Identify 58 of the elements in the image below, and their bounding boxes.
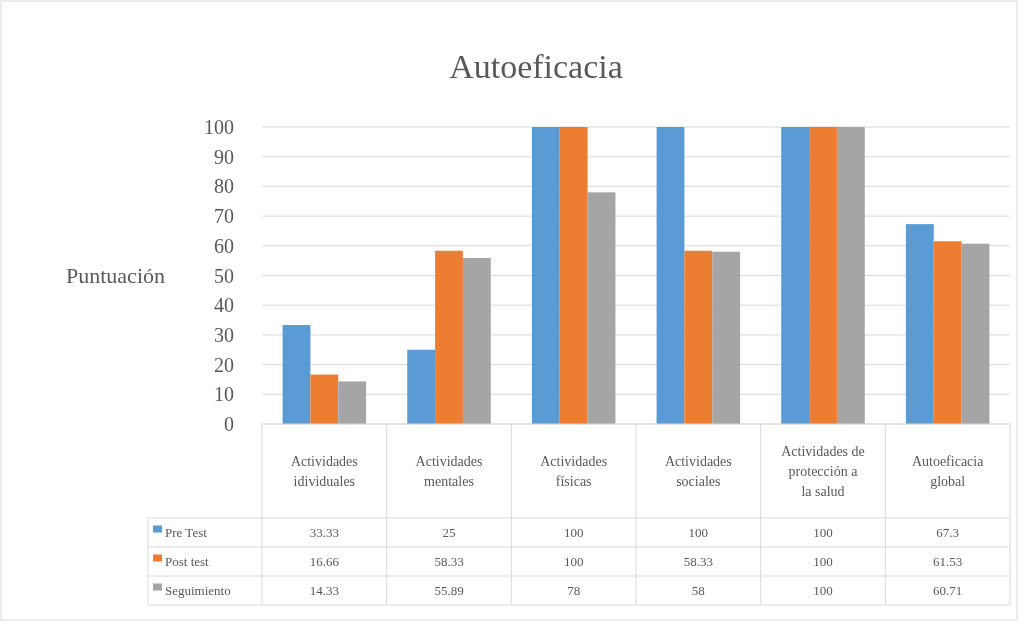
x-tick-label: Actividades idividuales [290, 453, 358, 489]
x-tick-label: Actividades de protección a la salud [781, 443, 865, 499]
legend-label: Seguimiento [165, 583, 231, 599]
legend-label: Post test [165, 554, 210, 570]
y-tick-label: 40 [214, 294, 234, 317]
bar [338, 381, 367, 424]
y-tick-label: 90 [214, 145, 234, 168]
bar [684, 250, 713, 424]
bar [809, 127, 837, 424]
data-label: 100 [688, 525, 709, 541]
data-label: 61.53 [933, 554, 963, 570]
y-tick-label: 80 [214, 175, 234, 198]
y-tick-label: 60 [214, 234, 234, 257]
data-label: 60.71 [933, 583, 963, 599]
data-label: 14.33 [309, 583, 339, 599]
data-label: 67.3 [936, 525, 960, 541]
bar [282, 325, 311, 424]
x-tick-label: Autoeficacia global [911, 453, 985, 489]
data-label: 58.33 [434, 554, 464, 570]
y-tick-label: 20 [214, 353, 234, 376]
chart-title: Autoeficacia [449, 48, 623, 85]
bar [559, 127, 588, 424]
data-label: 58.33 [683, 554, 713, 570]
bar [933, 241, 962, 424]
bar [587, 192, 616, 424]
bar [656, 127, 685, 424]
data-label: 100 [563, 554, 584, 570]
data-label: 100 [813, 554, 833, 570]
bar [712, 251, 741, 424]
data-label: 33.33 [309, 525, 339, 541]
y-tick-label: 100 [204, 116, 234, 138]
bar [310, 374, 339, 424]
bar [836, 127, 865, 424]
x-tick-label: Actividades mentales [415, 453, 483, 489]
data-label: 100 [813, 583, 833, 599]
x-tick-label: Actividades sociales [664, 453, 732, 489]
x-tick-label: Actividades físicas [540, 453, 608, 489]
y-tick-label: 30 [214, 323, 234, 346]
bar [781, 127, 810, 424]
y-tick-label: 10 [214, 383, 234, 406]
bar [531, 127, 560, 424]
y-tick-label: 50 [214, 264, 234, 287]
data-label: 58 [691, 583, 705, 599]
data-label: 100 [563, 525, 584, 541]
bar [961, 243, 990, 424]
legend-label: Pre Test [165, 525, 208, 541]
data-label: 55.89 [434, 583, 464, 599]
y-axis-title: Puntuación [66, 263, 165, 288]
y-tick-label: 70 [214, 205, 234, 228]
bar [905, 224, 934, 424]
y-tick-label: 0 [224, 413, 234, 435]
bar [407, 349, 436, 424]
bar [462, 258, 491, 424]
data-label: 25 [442, 525, 456, 541]
data-label: 16.66 [309, 554, 340, 570]
data-label: 100 [813, 525, 833, 541]
bar [435, 250, 463, 424]
data-label: 78 [567, 583, 581, 599]
